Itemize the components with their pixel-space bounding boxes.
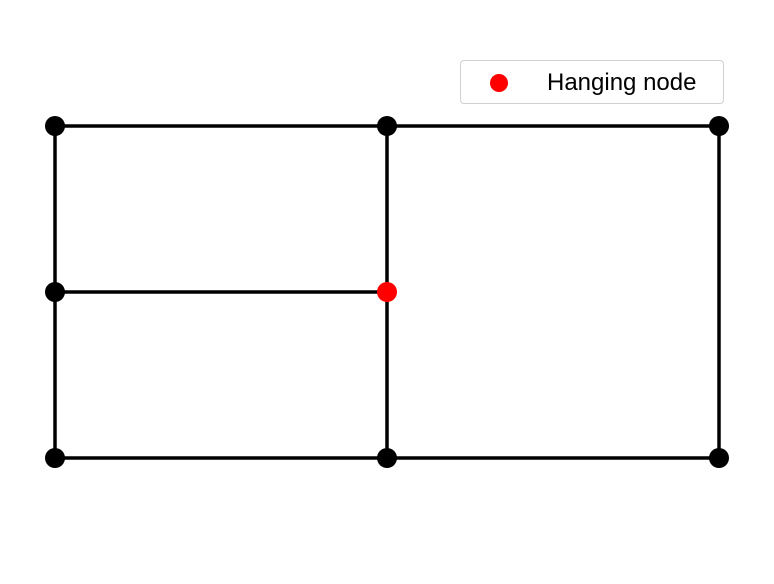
mesh-node <box>45 282 65 302</box>
mesh-node <box>377 448 397 468</box>
mesh-node <box>45 116 65 136</box>
mesh-edges <box>53 124 721 460</box>
mesh-node <box>377 116 397 136</box>
legend-marker-hanging-node <box>490 74 508 92</box>
mesh-node <box>709 448 729 468</box>
hanging-node <box>377 282 397 302</box>
mesh-nodes <box>45 116 729 468</box>
mesh-node <box>45 448 65 468</box>
mesh-node <box>709 116 729 136</box>
legend-label: Hanging node <box>547 69 697 96</box>
legend: Hanging node <box>460 60 724 104</box>
